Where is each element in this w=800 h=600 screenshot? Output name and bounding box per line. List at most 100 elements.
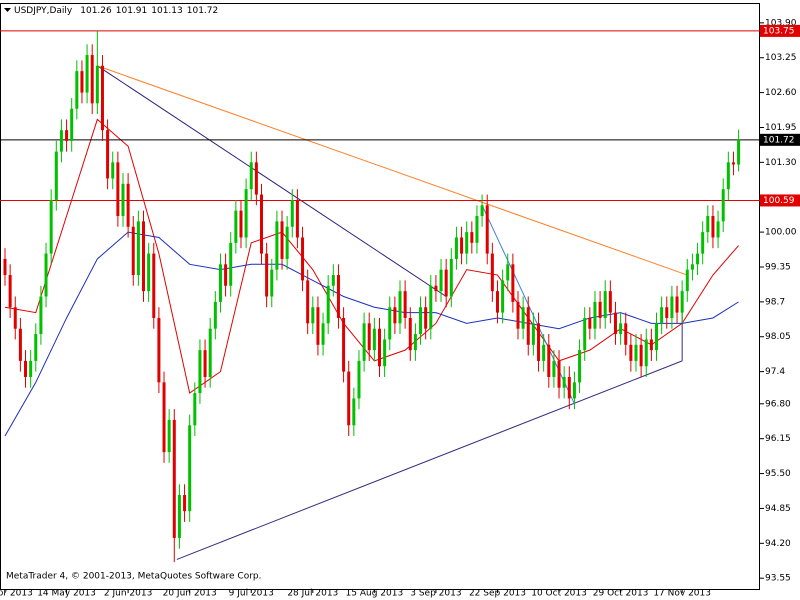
candle-body <box>644 339 648 367</box>
candle-body <box>152 253 156 318</box>
candle-body <box>660 307 664 324</box>
price-label-box <box>760 24 800 37</box>
candle-body <box>511 264 515 302</box>
candle-body <box>649 339 653 351</box>
candle-body <box>39 296 43 335</box>
y-tick-label: 102.60 <box>765 88 797 98</box>
candle-body <box>157 317 161 383</box>
candle-body <box>8 275 12 308</box>
candle-body <box>265 253 269 297</box>
y-tick-label: 100.00 <box>765 228 797 238</box>
candle-body <box>193 393 197 426</box>
candle-body <box>239 210 243 238</box>
candle-body <box>285 226 289 259</box>
y-tick-label: 94.20 <box>765 539 791 549</box>
candle-body <box>357 360 361 399</box>
candle-body <box>542 344 546 361</box>
x-tick-label: 20 Jun 2013 <box>163 589 217 599</box>
candle-body <box>188 425 192 512</box>
candle-body <box>34 334 38 361</box>
x-tick-label: 17 Nov 2013 <box>653 589 711 599</box>
candle-body <box>634 344 638 361</box>
trendline <box>97 65 447 297</box>
header-close: 101.72 <box>187 6 219 16</box>
y-tick-label: 98.05 <box>765 332 791 342</box>
candle-body <box>454 237 458 259</box>
candle-body <box>172 419 176 538</box>
candle-body <box>321 323 325 345</box>
y-tick-label: 96.80 <box>765 399 791 409</box>
header-high: 101.91 <box>116 6 148 16</box>
candle-body <box>690 264 694 270</box>
candle-body <box>516 301 520 329</box>
candle-body <box>685 269 689 292</box>
candle-body <box>362 323 366 361</box>
candle-body <box>295 199 299 238</box>
candle-body <box>485 205 489 254</box>
candle-body <box>336 275 340 318</box>
candle-body <box>24 360 28 377</box>
candle-body <box>737 139 741 165</box>
candle-body <box>131 226 135 276</box>
candle-body <box>54 151 58 200</box>
candle-body <box>18 328 22 361</box>
candle-body <box>583 317 587 351</box>
candle-body <box>567 376 571 399</box>
x-tick-label: 14 May 2013 <box>37 589 96 599</box>
candle-body <box>619 323 623 335</box>
candle-body <box>680 291 684 313</box>
candle-body <box>670 296 674 318</box>
x-tick-label: 28 Jul 2013 <box>287 589 338 599</box>
candle-body <box>613 312 617 335</box>
candle-body <box>578 350 582 383</box>
candle-body <box>95 65 99 104</box>
candle-body <box>465 232 469 254</box>
candle-body <box>711 216 715 238</box>
candle-body <box>377 328 381 367</box>
candle-body <box>80 71 84 93</box>
candle-body <box>90 55 94 104</box>
candle-body <box>434 285 438 292</box>
candle-body <box>183 495 187 512</box>
header-open: 101.26 <box>80 6 112 16</box>
y-tick-label: 103.90 <box>765 18 797 28</box>
candle-body <box>629 344 633 361</box>
x-tick-label: 22 Sep 2013 <box>469 589 526 599</box>
candle-body <box>311 307 315 324</box>
candle-body <box>552 360 556 377</box>
candle-body <box>521 307 525 329</box>
candle-body <box>352 398 356 426</box>
price-label-box <box>760 194 800 207</box>
candle-body <box>275 221 279 270</box>
candle-body <box>316 307 320 345</box>
candle-body <box>100 65 104 131</box>
y-tick-label: 96.15 <box>765 434 791 444</box>
candle-body <box>731 162 735 165</box>
x-tick-label: 10 Oct 2013 <box>531 589 587 599</box>
y-tick-label: 103.25 <box>765 53 797 63</box>
candle-body <box>547 344 551 377</box>
candle-body <box>460 237 464 254</box>
candle-body <box>167 419 171 453</box>
plot-frame <box>0 3 760 590</box>
candle-body <box>449 258 453 297</box>
candle-body <box>413 334 417 351</box>
candle-body <box>439 269 443 292</box>
candle-body <box>588 317 592 329</box>
candle-body <box>59 130 63 152</box>
candle-body <box>393 307 397 324</box>
y-tick-label: 97.4 <box>765 367 785 377</box>
y-tick-label: 101.30 <box>765 158 797 168</box>
candle-body <box>398 291 402 324</box>
x-tick-label: 2 Jun 2013 <box>104 589 152 599</box>
candle-body <box>403 291 407 318</box>
candle-body <box>696 253 700 265</box>
candle-body <box>490 253 494 292</box>
candle-body <box>526 307 530 345</box>
candle-body <box>75 71 79 109</box>
header-low: 101.13 <box>151 6 183 16</box>
candle-body <box>701 232 705 254</box>
chart-header: USDJPY,Daily 101.26 101.91 101.13 101.72 <box>14 6 218 16</box>
price-label: 100.59 <box>763 196 795 206</box>
candle-body <box>721 189 725 222</box>
